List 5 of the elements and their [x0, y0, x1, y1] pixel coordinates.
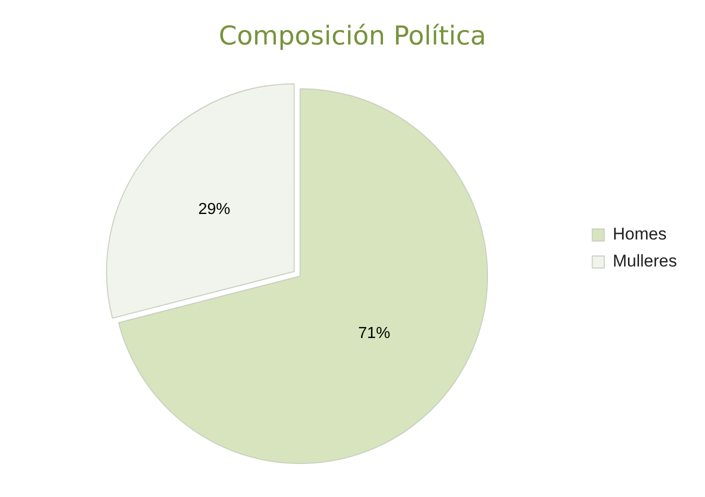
legend-label: Homes [612, 224, 667, 244]
data-label: 29% [198, 200, 230, 218]
data-label: 71% [358, 324, 390, 342]
chart-title: Composición Política [218, 21, 486, 52]
legend-label: Mulleres [612, 252, 678, 271]
